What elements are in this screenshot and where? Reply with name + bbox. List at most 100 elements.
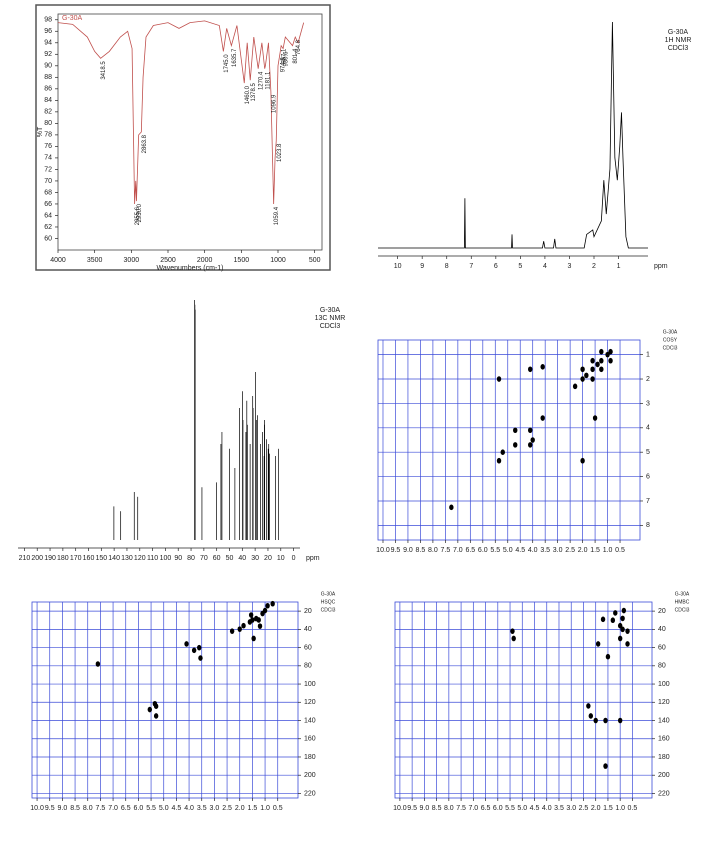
x-tick-label: 8 [445, 263, 449, 270]
y-tick-label: 40 [304, 626, 312, 633]
x-tick-label: 6.5 [465, 547, 475, 554]
x-tick-label: 110 [147, 555, 158, 562]
cross-peak [584, 372, 589, 379]
x-tick-label: 1000 [270, 257, 286, 264]
cross-peak [590, 366, 595, 373]
sample-label: G-30A [663, 329, 678, 335]
y-tick-label: 100 [304, 681, 316, 688]
y-tick-label: 220 [658, 790, 670, 797]
x-tick-label: 8.5 [432, 805, 442, 812]
x-tick-label: 5.0 [503, 547, 513, 554]
y-tick-label: 120 [304, 699, 316, 706]
y-tick-label: 180 [304, 754, 316, 761]
x-tick-label: 3.5 [540, 547, 550, 554]
x-tick-label: 5.5 [490, 547, 500, 554]
peak-label: 2955.6 [135, 206, 141, 225]
x-tick-label: 3.0 [210, 805, 220, 812]
chart-title: G-30A [62, 15, 83, 22]
y-tick-label: 78 [44, 132, 52, 139]
x-axis-label: ppm [306, 555, 320, 562]
x-tick-label: 3.0 [566, 805, 576, 812]
cross-peak [528, 366, 533, 373]
x-tick-label: 9.5 [45, 805, 55, 812]
y-tick-label: 140 [304, 717, 316, 724]
cross-peak [153, 703, 159, 709]
plot-frame [31, 601, 299, 799]
y-tick-label: 140 [658, 717, 670, 724]
x-tick-label: 7.5 [456, 805, 466, 812]
cross-peak [510, 628, 515, 634]
x-axis-label: Wavenumbers (cm-1) [156, 265, 223, 272]
x-tick-label: 8.0 [428, 547, 438, 554]
x-tick-label: 8.5 [416, 547, 426, 554]
sample-label: CDCl3 [668, 45, 689, 52]
cross-peak [572, 383, 578, 390]
cross-peak [610, 617, 616, 624]
x-tick-label: 0 [292, 555, 296, 562]
cross-peak [496, 457, 502, 464]
x-tick-label: 80 [187, 555, 195, 562]
peak-label: 764.8 [296, 39, 302, 55]
x-tick-label: 5 [518, 263, 522, 270]
cross-peak [593, 717, 598, 724]
x-tick-label: 200 [31, 555, 43, 562]
peak-label: 1096.9 [271, 94, 277, 113]
y-tick-label: 20 [304, 608, 312, 615]
y-tick-label: 60 [658, 644, 666, 651]
cross-peak [262, 607, 268, 614]
x-tick-label: 2.5 [565, 547, 575, 554]
cross-peak [540, 415, 545, 421]
x-tick-label: 2.0 [235, 805, 245, 812]
x-tick-label: 1.5 [603, 805, 613, 812]
y-tick-label: 1 [646, 351, 650, 358]
peak-label: 2930.0 [137, 203, 143, 222]
y-tick-label: 40 [658, 626, 666, 633]
x-tick-label: 2.0 [591, 805, 601, 812]
sample-label: G-30A [320, 307, 341, 314]
cross-peak [603, 763, 608, 769]
x-tick-label: 5.0 [159, 805, 169, 812]
x-tick-label: 8.0 [444, 805, 454, 812]
cross-peak [237, 626, 242, 632]
cross-peak [625, 641, 630, 647]
x-tick-label: 10.0 [393, 805, 407, 812]
x-axis-label: ppm [654, 263, 668, 270]
x-tick-label: 5.5 [505, 805, 515, 812]
x-tick-label: 7 [469, 263, 473, 270]
sample-label: HSQC [321, 599, 336, 605]
y-tick-label: 160 [304, 736, 316, 743]
cross-peak [605, 351, 610, 358]
y-tick-label: 92 [44, 51, 52, 58]
x-tick-label: 2500 [160, 257, 176, 264]
y-tick-label: 64 [44, 212, 52, 219]
x-tick-label: 4.0 [528, 547, 538, 554]
cross-peak [147, 706, 152, 713]
x-tick-label: 1.5 [248, 805, 258, 812]
cross-peak [617, 622, 623, 629]
y-tick-label: 70 [44, 178, 52, 185]
x-tick-label: 140 [108, 555, 120, 562]
cross-peak [595, 641, 601, 647]
x-tick-label: 2.5 [579, 805, 589, 812]
y-tick-label: 2 [646, 376, 650, 383]
cross-peak [250, 617, 255, 623]
spectrum-line [57, 20, 305, 204]
cross-peak [540, 364, 545, 370]
cross-peak [513, 442, 518, 448]
y-tick-label: 80 [658, 663, 666, 670]
cross-peak [599, 366, 604, 373]
y-tick-label: 94 [44, 40, 52, 47]
x-tick-label: 210 [19, 555, 31, 562]
y-tick-label: 60 [304, 644, 312, 651]
y-tick-label: 4 [646, 425, 650, 432]
x-tick-label: 9.0 [403, 547, 413, 554]
peak-label: 1635.7 [232, 48, 238, 67]
x-tick-label: 3.5 [197, 805, 207, 812]
cross-peak [513, 427, 518, 434]
x-tick-label: 3 [568, 263, 572, 270]
sample-label: G-30A [668, 29, 689, 36]
x-tick-label: 0.5 [628, 805, 638, 812]
x-tick-label: 3000 [124, 257, 140, 264]
plot-frame [377, 339, 641, 541]
